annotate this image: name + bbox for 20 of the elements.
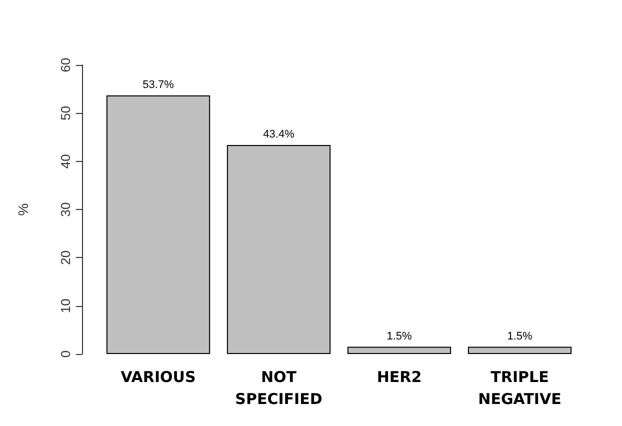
x-tick-label: VARIOUS bbox=[120, 368, 196, 386]
y-tick-label: 50 bbox=[58, 106, 73, 120]
x-tick-label: TRIPLE NEGATIVE bbox=[478, 368, 562, 408]
data-label: 53.7% bbox=[142, 78, 174, 91]
y-tick-label: 30 bbox=[58, 202, 73, 217]
bar bbox=[468, 346, 572, 354]
x-tick-label: HER2 bbox=[376, 368, 422, 386]
data-label: 1.5% bbox=[507, 330, 532, 342]
bar bbox=[347, 346, 452, 354]
y-tick-label: 10 bbox=[58, 298, 73, 314]
y-tick-label: 60 bbox=[58, 58, 73, 72]
y-tick-label: 0 bbox=[58, 350, 73, 358]
data-label: 43.4% bbox=[263, 128, 295, 140]
y-tick-label: 40 bbox=[58, 154, 73, 169]
y-axis-title: % bbox=[15, 203, 31, 216]
bar bbox=[106, 95, 210, 354]
bar bbox=[226, 144, 331, 354]
x-tick-label: NOT SPECIFIED bbox=[235, 368, 322, 408]
data-label: 1.5% bbox=[386, 330, 412, 342]
y-tick-label: 20 bbox=[58, 250, 73, 265]
